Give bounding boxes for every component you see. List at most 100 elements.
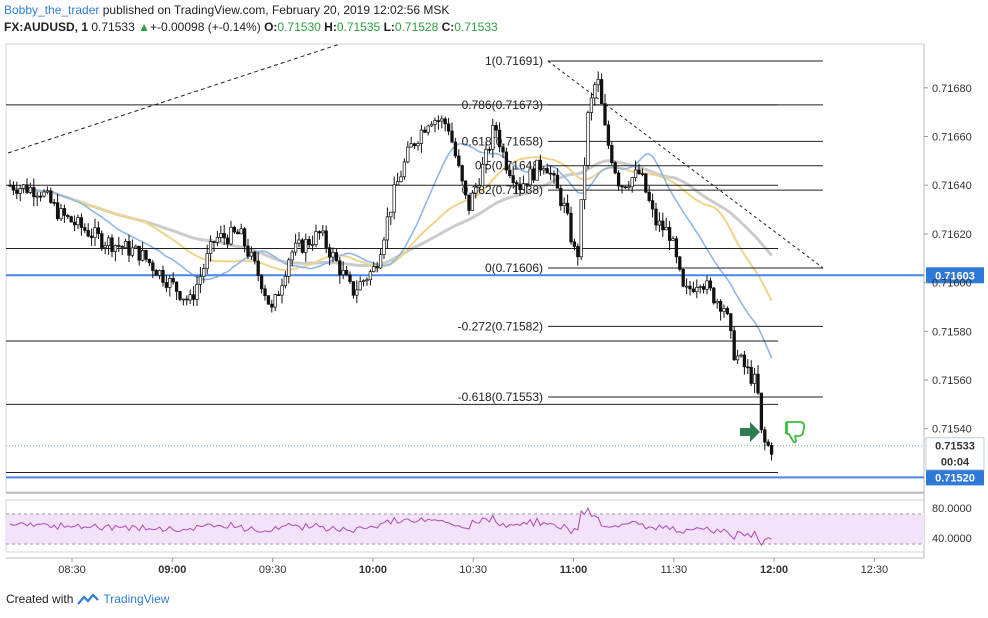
- symbol-label: FX:AUDUSD, 1: [4, 20, 89, 34]
- trend-line-dashed[interactable]: [7, 43, 341, 154]
- candle-body: [331, 252, 335, 258]
- candle-body: [555, 174, 560, 189]
- candle-body: [117, 245, 121, 247]
- y-tick-label: 0.71540: [932, 424, 972, 436]
- candle-body: [746, 366, 750, 369]
- candle-body: [647, 191, 651, 201]
- candle-body: [667, 226, 672, 241]
- candle-body: [365, 279, 369, 282]
- candle-body: [38, 195, 43, 198]
- lower-level-tag: 0.71520: [935, 472, 975, 484]
- candle-body: [392, 184, 396, 213]
- candle-body: [103, 245, 107, 248]
- candle-body: [171, 277, 175, 283]
- candle-body: [572, 241, 577, 247]
- candle-body: [229, 226, 233, 245]
- candle-body: [249, 251, 254, 257]
- candle-body: [368, 271, 373, 281]
- candle-body: [644, 173, 648, 193]
- candle-body: [324, 230, 328, 248]
- candle-body: [42, 191, 46, 197]
- candle-body: [334, 252, 339, 262]
- candle-body: [463, 180, 468, 196]
- candle-body: [633, 169, 638, 178]
- candle-body: [161, 270, 165, 283]
- rsi-tick-label: 40.0000: [932, 533, 972, 545]
- candle-body: [474, 186, 478, 194]
- candle-body: [164, 282, 169, 288]
- candle-body: [276, 294, 281, 296]
- publish-line: Bobby_the_trader published on TradingVie…: [4, 2, 984, 19]
- candle-body: [266, 295, 271, 305]
- candle-body: [586, 112, 590, 166]
- candle-body: [174, 281, 179, 292]
- right-arrow-icon[interactable]: [740, 422, 760, 442]
- candle-body: [185, 298, 189, 301]
- candle-body: [450, 130, 454, 143]
- candle-body: [623, 186, 628, 189]
- candle-body: [147, 258, 152, 264]
- candle-body: [212, 241, 216, 243]
- candle-body: [256, 260, 260, 276]
- candle-body: [399, 176, 403, 183]
- candle-body: [542, 168, 546, 171]
- fib-level-label: 0.5(0.71648): [475, 159, 543, 173]
- up-triangle-icon: ▲: [138, 20, 150, 34]
- y-tick-label: 0.71680: [932, 83, 972, 95]
- candle-body: [378, 254, 383, 269]
- candle-body: [372, 266, 376, 273]
- candle-body: [766, 441, 770, 446]
- countdown-tag: 00:04: [941, 457, 970, 469]
- y-tick-label: 0.71600: [932, 278, 972, 290]
- candle-body: [562, 202, 566, 206]
- candle-body: [406, 146, 410, 163]
- candle-body: [59, 208, 63, 220]
- candle-body: [521, 183, 526, 190]
- candle-body: [86, 230, 90, 237]
- close-value: 0.71533: [454, 20, 498, 34]
- rsi-line: [9, 506, 772, 547]
- candle-body: [436, 120, 441, 122]
- author-link[interactable]: Bobby_the_trader: [4, 3, 100, 17]
- low-value: 0.71528: [394, 20, 439, 34]
- candle-body: [25, 184, 29, 193]
- candle-body: [35, 195, 39, 198]
- candle-body: [181, 298, 186, 301]
- upper-level-tag-bg: [926, 267, 984, 284]
- rsi-tick-label: 80.0000: [932, 503, 972, 515]
- ma-fast-line: [9, 142, 773, 359]
- fib-level-label: -0.272(0.71582): [458, 319, 543, 333]
- tradingview-brand-link[interactable]: TradingView: [103, 592, 170, 606]
- candle-body: [763, 429, 767, 443]
- candle-body: [630, 177, 634, 188]
- candle-body: [739, 354, 743, 357]
- candle-body: [637, 169, 641, 174]
- candle-body: [504, 151, 509, 171]
- candle-body: [460, 165, 464, 182]
- candle-body: [701, 286, 706, 290]
- candle-body: [613, 162, 617, 174]
- candle-body: [28, 187, 33, 193]
- x-tick-label: 10:00: [359, 564, 387, 576]
- thumbs-down-icon[interactable]: [785, 421, 806, 444]
- candle-body: [688, 285, 692, 290]
- candle-body: [8, 184, 12, 187]
- candle-body: [341, 269, 345, 276]
- candle-body: [443, 118, 447, 125]
- candle-body: [732, 330, 736, 361]
- candle-body: [66, 215, 70, 217]
- candle-body: [440, 118, 444, 122]
- high-value: 0.71535: [336, 20, 381, 34]
- high-label: H:: [324, 20, 337, 34]
- candle-body: [151, 262, 155, 271]
- candle-body: [446, 123, 451, 132]
- x-tick-label: 10:30: [459, 564, 487, 576]
- candle-body: [106, 237, 111, 246]
- candle-body: [83, 227, 87, 231]
- candle-body: [232, 226, 237, 233]
- candle-body: [718, 301, 723, 312]
- candle-body: [582, 165, 587, 201]
- candle-body: [290, 251, 294, 261]
- candle-body: [32, 187, 36, 198]
